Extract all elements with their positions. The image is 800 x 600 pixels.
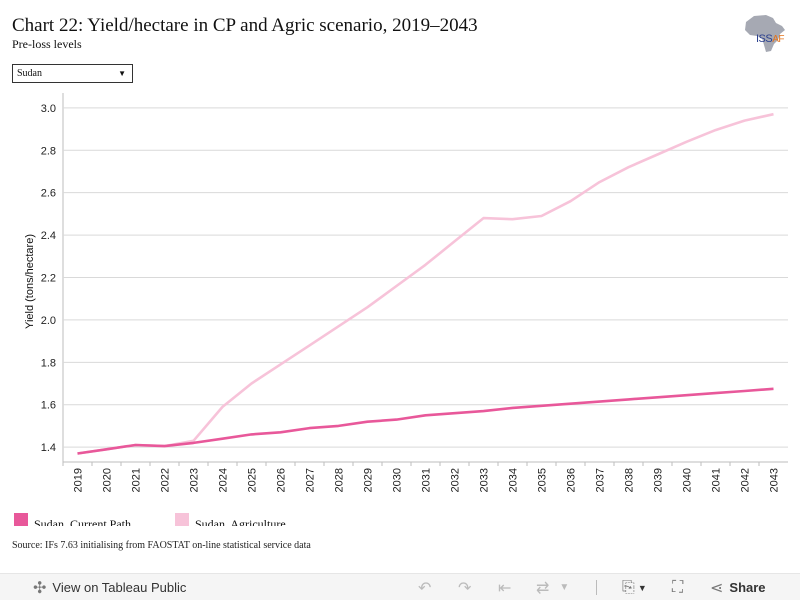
toolbar-separator: [596, 580, 597, 595]
refresh-button[interactable]: ⇄ ▼: [536, 574, 569, 600]
x-tick-label: 2031: [421, 468, 433, 492]
tableau-icon: ✣: [33, 579, 47, 597]
x-tick-label: 2019: [73, 468, 85, 492]
x-tick-label: 2042: [740, 468, 752, 492]
x-tick-label: 2022: [160, 468, 172, 492]
x-tick-label: 2038: [624, 468, 636, 492]
legend-swatch-current-path: [14, 513, 28, 526]
chart-legend: Sudan, Current Path Sudan, Agriculture: [14, 512, 414, 526]
x-tick-label: 2024: [218, 468, 230, 492]
chart-title: Chart 22: Yield/hectare in CP and Agric …: [12, 15, 478, 36]
view-on-tableau-link[interactable]: ✣ View on Tableau Public: [33, 574, 186, 600]
revert-button[interactable]: ⇤: [498, 574, 511, 600]
x-tick-label: 2034: [508, 468, 520, 492]
x-tick-label: 2035: [537, 468, 549, 492]
x-tick-label: 2029: [363, 468, 375, 492]
y-tick-label: 1.8: [41, 357, 56, 369]
view-on-tableau-label: View on Tableau Public: [52, 580, 187, 595]
x-tick-label: 2039: [653, 468, 665, 492]
share-label: Share: [729, 580, 766, 595]
download-button[interactable]: ⎘ ▼: [622, 574, 647, 600]
download-icon: ⎘: [622, 578, 635, 596]
y-tick-label: 1.6: [41, 400, 56, 412]
undo-icon: ↶: [418, 579, 432, 597]
refresh-dropdown-icon: ▼: [559, 582, 570, 593]
revert-icon: ⇤: [498, 579, 512, 597]
y-tick-label: 2.8: [41, 145, 56, 157]
x-tick-label: 2041: [711, 468, 723, 492]
africa-map-logo-icon: [745, 15, 785, 52]
fullscreen-icon: ⛶: [672, 578, 684, 596]
share-button[interactable]: ⋖ Share: [710, 574, 766, 600]
redo-icon: ↷: [458, 579, 472, 597]
x-tick-label: 2030: [392, 468, 404, 492]
x-tick-label: 2032: [450, 468, 462, 492]
y-tick-label: 3.0: [41, 103, 56, 115]
series-line-agriculture: [77, 112, 774, 455]
dropdown-arrow-icon[interactable]: ▼: [118, 69, 126, 78]
x-tick-label: 2033: [479, 468, 491, 492]
fullscreen-button[interactable]: ⛶: [672, 574, 683, 600]
refresh-icon: ⇄: [536, 579, 550, 597]
redo-button[interactable]: ↷: [458, 574, 471, 600]
download-dropdown-icon: ▼: [637, 582, 647, 593]
y-tick-label: 2.4: [41, 230, 56, 242]
source-note: Source: IFs 7.63 initialising from FAOST…: [12, 540, 311, 551]
x-tick-label: 2026: [276, 468, 288, 492]
legend-label-agriculture: Sudan, Agriculture: [195, 517, 286, 526]
y-tick-label: 2.6: [41, 188, 56, 200]
tableau-toolbar: ✣ View on Tableau Public ↶ ↷ ⇤ ⇄ ▼ ⎘ ▼ ⛶ ⋖…: [0, 573, 800, 600]
x-tick-label: 2021: [131, 468, 143, 492]
y-tick-label: 2.0: [41, 315, 56, 327]
x-tick-label: 2025: [247, 468, 259, 492]
x-tick-label: 2037: [595, 468, 607, 492]
y-tick-label: 1.4: [41, 442, 56, 454]
share-icon: ⋖: [710, 579, 724, 597]
x-tick-label: 2023: [189, 468, 201, 492]
y-tick-label: 2.2: [41, 273, 56, 285]
x-tick-label: 2036: [566, 468, 578, 492]
undo-button[interactable]: ↶: [418, 574, 431, 600]
chart-subtitle: Pre-loss levels: [12, 37, 82, 51]
x-tick-label: 2040: [682, 468, 694, 492]
legend-swatch-agriculture: [175, 513, 189, 526]
country-filter-dropdown[interactable]: Sudan ▼: [12, 64, 133, 83]
x-tick-label: 2020: [102, 468, 114, 492]
line-chart: 1.4 1.6 1.8 2.0 2.2 2.4 2.6 2.8 3.0 2019 2020 2021 2…: [24, 93, 788, 492]
x-tick-label: 2043: [769, 468, 781, 492]
iss-logo-text: ISSAF: [756, 33, 785, 45]
x-tick-label: 2027: [305, 468, 317, 492]
y-axis-title: Yield (tons/hectare): [24, 234, 36, 329]
series-line-current-path: [77, 387, 774, 455]
dropdown-selected-value: Sudan: [17, 68, 42, 79]
x-tick-label: 2028: [334, 468, 346, 492]
legend-label-current-path: Sudan, Current Path: [34, 517, 131, 526]
